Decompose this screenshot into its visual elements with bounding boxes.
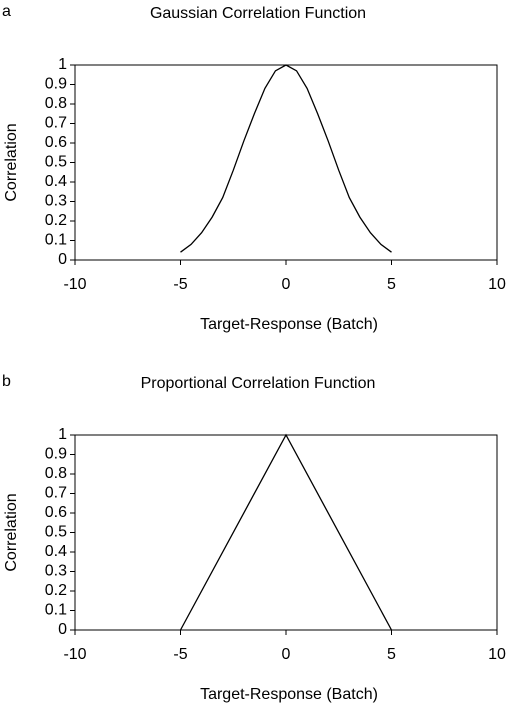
x-axis-label: Target-Response (Batch)	[200, 316, 378, 333]
y-tick-label: 0.4	[45, 173, 67, 190]
y-tick-label: 0.1	[45, 602, 67, 619]
y-tick-label: 0.5	[45, 154, 67, 171]
y-tick-label: 0.5	[45, 524, 67, 541]
panel-label: b	[2, 373, 11, 390]
y-tick-label: 0.1	[45, 232, 67, 249]
x-tick-label: -5	[173, 276, 187, 293]
x-tick-label: 5	[387, 646, 396, 663]
x-tick-label: 10	[488, 276, 506, 293]
chart-title: Proportional Correlation Function	[141, 375, 376, 392]
x-tick-label: 10	[488, 646, 506, 663]
y-tick-label: 0.8	[45, 465, 67, 482]
x-tick-label: 0	[282, 646, 291, 663]
y-tick-label: 0.6	[45, 134, 67, 151]
x-tick-label: 0	[282, 276, 291, 293]
y-tick-label: 0.2	[45, 582, 67, 599]
data-line	[180, 64, 392, 253]
x-tick-label: -5	[173, 646, 187, 663]
y-tick-label: 1	[58, 426, 67, 443]
y-tick-label: 0.3	[45, 563, 67, 580]
y-tick-label: 0	[58, 621, 67, 638]
y-tick-label: 0.3	[45, 193, 67, 210]
y-axis-label: Correlation	[3, 123, 20, 201]
y-tick-label: 0.7	[45, 485, 67, 502]
chart-title: Gaussian Correlation Function	[150, 5, 366, 22]
y-tick-label: 1	[58, 56, 67, 73]
y-tick-label: 0.9	[45, 76, 67, 93]
y-tick-label: 0.2	[45, 212, 67, 229]
x-axis-label: Target-Response (Batch)	[200, 686, 378, 703]
plot-frame	[74, 434, 498, 631]
plot-frame	[74, 64, 498, 261]
x-tick-label: -10	[63, 276, 86, 293]
x-tick-label: -10	[63, 646, 86, 663]
y-tick-label: 0.6	[45, 504, 67, 521]
y-axis-label: Correlation	[3, 493, 20, 571]
y-tick-label: 0.8	[45, 95, 67, 112]
y-tick-label: 0.7	[45, 115, 67, 132]
y-tick-label: 0.9	[45, 446, 67, 463]
x-tick-label: 5	[387, 276, 396, 293]
y-tick-label: 0	[58, 251, 67, 268]
data-line	[179, 433, 393, 631]
y-tick-label: 0.4	[45, 543, 67, 560]
panel-label: a	[2, 3, 11, 20]
